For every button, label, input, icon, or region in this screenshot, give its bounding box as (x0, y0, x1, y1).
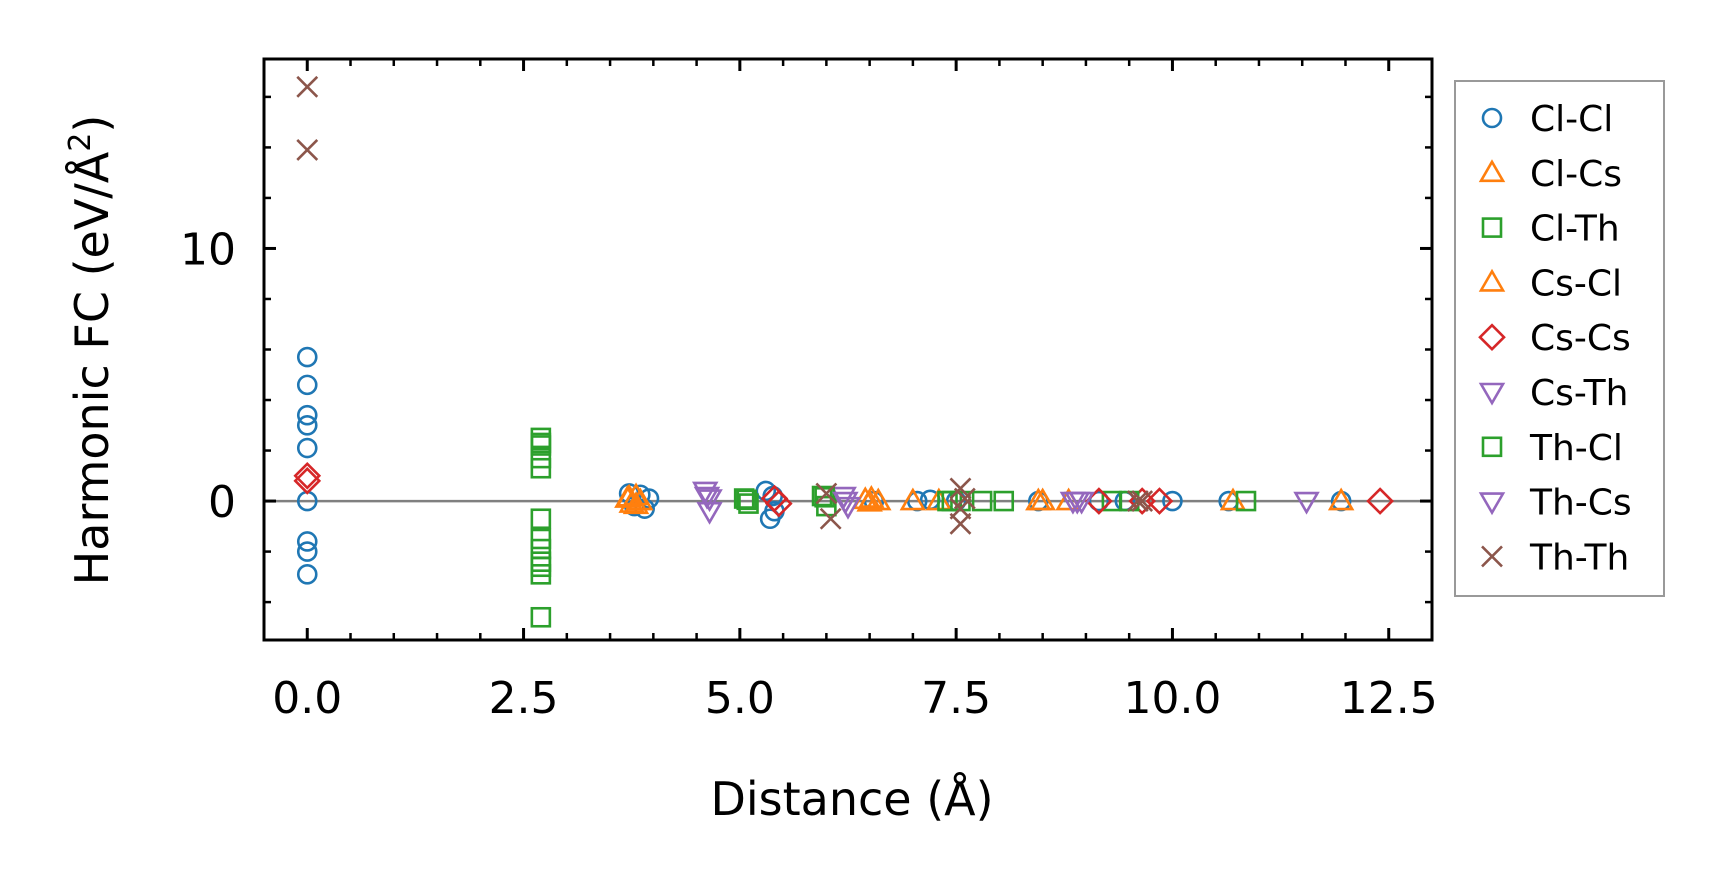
legend-label: Cs-Th (1530, 373, 1628, 414)
data-point (832, 491, 859, 515)
legend-entries: Cl-Cl Cl-Cs Cl-Th Cs-Cl Cs-Cs Cs-Th Th-Cl Th-Cs… (1478, 99, 1632, 578)
data-point (296, 75, 319, 98)
data-point (1145, 487, 1174, 515)
series-cs-cl (615, 483, 1056, 515)
data-point (1327, 487, 1355, 511)
data-point (971, 490, 993, 512)
data-point (296, 374, 318, 396)
y-axis-title-superscript: 2 (63, 133, 98, 152)
data-point (815, 482, 838, 505)
data-point (1131, 490, 1154, 512)
data-point (296, 414, 318, 436)
data-point (1235, 490, 1257, 512)
data-point (296, 531, 318, 552)
data-point (296, 564, 318, 585)
x-tick-label: 7.5 (921, 673, 991, 724)
legend-entry: Cs-Th (1478, 373, 1628, 414)
x-tick-label: 2.5 (489, 673, 559, 724)
legend-marker (1478, 159, 1506, 183)
legend-label: Th-Th (1529, 537, 1629, 578)
data-point (622, 491, 650, 515)
data-point (764, 489, 793, 518)
data-point (296, 541, 318, 562)
data-point (530, 457, 552, 479)
x-tick-label: 10.0 (1123, 673, 1221, 724)
data-point (1064, 491, 1091, 515)
legend-label: Cl-Th (1530, 209, 1620, 250)
data-point (736, 489, 758, 511)
legend-entry: Th-Cs (1478, 483, 1632, 524)
plot-area (264, 75, 1432, 628)
legend-marker (1481, 436, 1503, 458)
data-point (865, 487, 892, 511)
legend-label: Th-Cs (1529, 483, 1632, 524)
legend-entry: Cl-Th (1481, 209, 1620, 250)
y-tick-label: 0 (208, 477, 236, 528)
x-tick-label: 12.5 (1340, 673, 1438, 724)
data-point (814, 486, 835, 508)
data-point (627, 487, 654, 511)
series-th-cs (693, 486, 1091, 515)
data-point (899, 487, 927, 511)
legend-entry: Th-Cl (1481, 428, 1623, 469)
legend-label: Cs-Cl (1530, 263, 1622, 304)
data-point (530, 432, 552, 454)
data-point (530, 556, 552, 578)
data-point (296, 437, 318, 459)
data-point (296, 139, 319, 161)
legend-label: Cl-Cs (1530, 154, 1622, 195)
data-point (949, 512, 972, 535)
data-point (1293, 491, 1320, 515)
legend-entry: Cl-Cs (1478, 154, 1622, 195)
legend-marker (1478, 323, 1506, 352)
y-axis-title-close: ) (65, 115, 119, 133)
x-axis-title: Distance (Å) (710, 772, 993, 826)
legend-entry: Cs-Cl (1478, 263, 1622, 304)
data-point (953, 487, 976, 510)
x-tick-label: 0.0 (272, 673, 342, 724)
data-point (293, 461, 322, 490)
x-tick-label: 5.0 (705, 673, 775, 724)
data-point (1029, 487, 1056, 511)
data-point (819, 507, 842, 530)
legend: Cl-Cl Cl-Cs Cl-Th Cs-Cl Cs-Cs Cs-Th Th-Cl Th-Cs… (1454, 80, 1665, 597)
data-point (1088, 490, 1110, 512)
data-point (1366, 487, 1394, 515)
data-point (993, 490, 1015, 512)
y-tick-label: 10 (180, 224, 236, 275)
legend-label: Th-Cl (1529, 428, 1623, 469)
data-point (530, 508, 552, 530)
legend-marker (1478, 382, 1506, 406)
y-tick-labels: 0 10 (180, 224, 236, 528)
data-point (293, 467, 322, 495)
data-point (858, 484, 885, 508)
data-point (1126, 490, 1149, 512)
legend-entry: Cs-Cs (1478, 318, 1631, 359)
data-point (296, 404, 318, 426)
axis-ticks (262, 59, 1434, 640)
y-axis-title: Harmonic FC (eV/Å2) (63, 115, 119, 586)
data-point (1162, 490, 1183, 512)
legend-label: Cs-Cs (1530, 318, 1631, 359)
plot-frame (262, 57, 1434, 642)
legend-marker (1478, 268, 1506, 292)
legend-entry: Cl-Cl (1481, 99, 1613, 140)
data-point (296, 346, 318, 368)
legend-marker (1481, 545, 1503, 568)
legend-marker (1478, 492, 1506, 516)
legend-entry: Th-Th (1481, 537, 1629, 578)
x-tick-labels: 0.0 2.5 5.0 7.5 10.0 12.5 (272, 673, 1437, 724)
series-th-th (296, 75, 1154, 535)
legend-marker (1481, 217, 1503, 238)
data-point (530, 606, 552, 628)
legend-label: Cl-Cl (1530, 99, 1613, 140)
y-axis-title-main: Harmonic FC (eV/Å (65, 151, 119, 585)
data-point (693, 486, 721, 510)
data-point (738, 493, 759, 514)
data-point (1219, 487, 1247, 511)
legend-marker (1481, 107, 1503, 129)
